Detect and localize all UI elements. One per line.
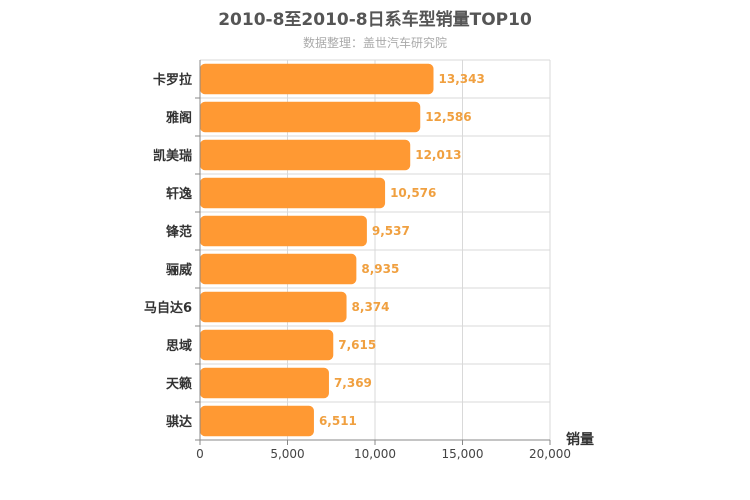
bar (200, 253, 357, 285)
category-label: 骐达 (166, 414, 192, 430)
bar (200, 139, 411, 171)
category-label: 思域 (166, 338, 192, 354)
bar (200, 63, 434, 95)
bar (200, 329, 334, 361)
x-tick-label: 5,000 (270, 447, 304, 461)
bar (200, 177, 386, 209)
category-label: 马自达6 (144, 300, 192, 316)
data-label: 13,343 (439, 72, 485, 86)
chart-title: 2010-8至2010-8日系车型销量TOP10 (218, 10, 532, 30)
category-label: 卡罗拉 (153, 72, 192, 88)
data-label: 10,576 (390, 186, 436, 200)
bar (200, 215, 367, 247)
x-axis-title: 销量 (566, 431, 594, 448)
x-tick-label: 20,000 (529, 447, 571, 461)
category-label: 雅阁 (166, 110, 192, 126)
category-label: 轩逸 (166, 186, 192, 202)
data-label: 6,511 (319, 414, 357, 428)
bar (200, 291, 347, 323)
x-tick-label: 15,000 (442, 447, 484, 461)
category-label: 锋范 (166, 224, 192, 240)
data-label: 12,013 (415, 148, 461, 162)
data-label: 12,586 (425, 110, 471, 124)
x-tick-label: 10,000 (354, 447, 396, 461)
category-label: 凯美瑞 (153, 148, 192, 164)
bar (200, 367, 329, 399)
category-label: 骊威 (166, 262, 192, 278)
chart-subtitle: 数据整理：盖世汽车研究院 (302, 36, 447, 50)
data-label: 7,369 (334, 376, 372, 390)
data-label: 9,537 (372, 224, 410, 238)
bar (200, 101, 421, 133)
x-tick-label: 0 (196, 447, 204, 461)
bar (200, 405, 314, 437)
data-label: 7,615 (338, 338, 376, 352)
category-label: 天籁 (166, 376, 192, 392)
data-label: 8,374 (352, 300, 390, 314)
data-label: 8,935 (361, 262, 399, 276)
